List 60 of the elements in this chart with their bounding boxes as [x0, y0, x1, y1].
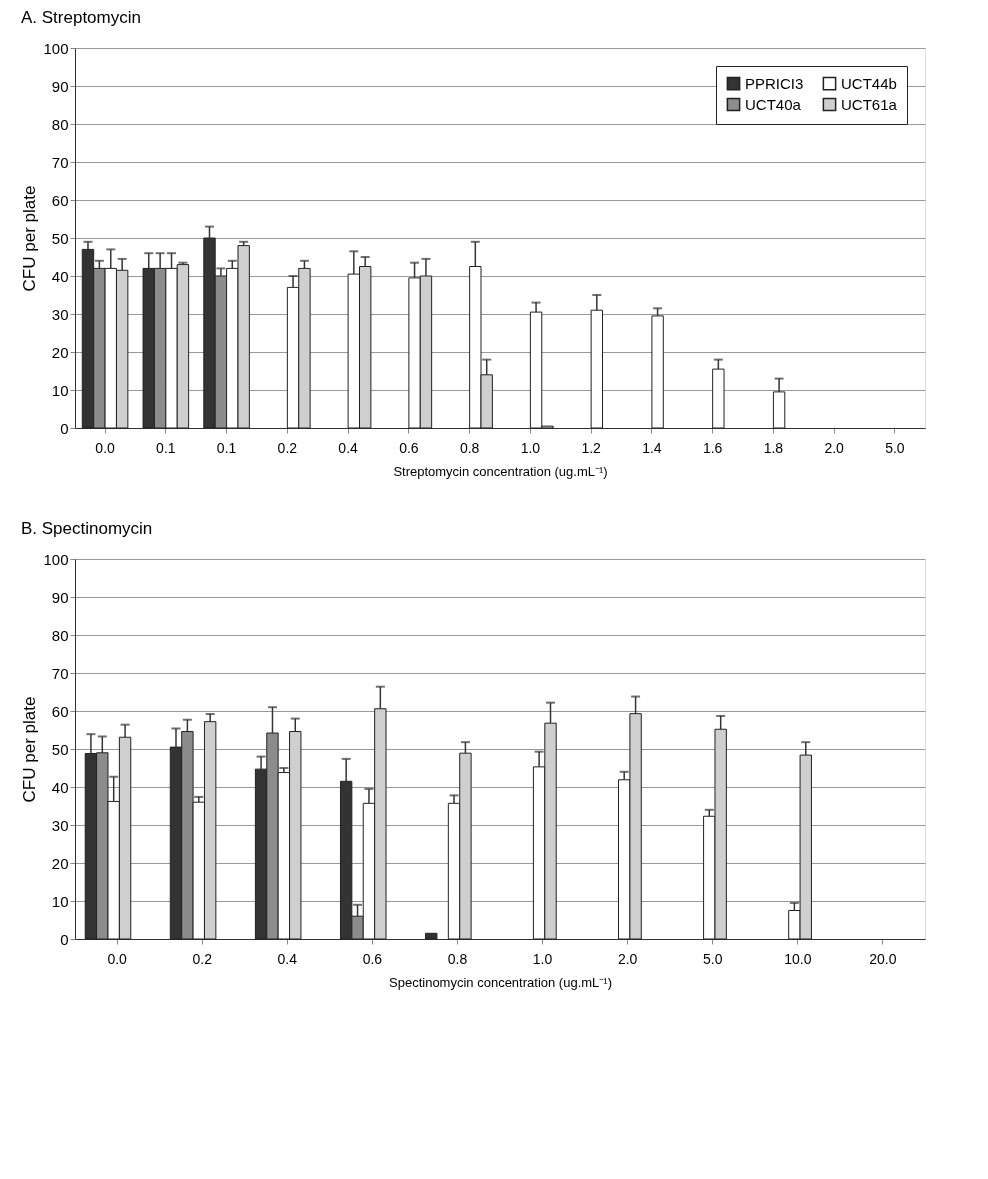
x-tick-label: 10.0	[784, 950, 812, 967]
y-axis-title: CFU per plate	[20, 696, 40, 803]
y-tick-label: 80	[51, 626, 69, 644]
x-tick-label: 0.1	[216, 439, 237, 456]
bar	[772, 391, 786, 429]
y-tick-label: 40	[51, 267, 69, 285]
x-tick-label: 0.0	[107, 950, 128, 967]
x-axis-title: Streptomycin concentration (ug.mL⁻¹)	[393, 463, 608, 479]
x-tick-label: 0.8	[447, 950, 468, 967]
y-tick-label: 20	[51, 343, 69, 361]
legend-label: UCT61a	[841, 95, 898, 113]
x-tick-label: 0.8	[459, 439, 480, 456]
x-tick-label: 20.0	[869, 950, 897, 967]
y-tick-label: 100	[43, 550, 69, 568]
legend-label: UCT40a	[745, 95, 802, 113]
x-axis-title: Spectinomycin concentration (ug.mL⁻¹)	[389, 974, 612, 990]
y-tick-label: 60	[51, 191, 69, 209]
x-tick-label: 0.4	[277, 950, 298, 967]
x-tick-label: 5.0	[702, 950, 723, 967]
bar	[651, 315, 664, 429]
x-tick-label: 0.6	[399, 439, 419, 456]
y-tick-label: 90	[51, 588, 69, 606]
x-tick-label: 0.4	[338, 439, 359, 456]
y-tick-label: 30	[51, 305, 69, 323]
x-tick-label: 1.0	[520, 439, 541, 456]
x-tick-label: 1.8	[763, 439, 784, 456]
y-tick-label: 70	[51, 664, 69, 682]
y-tick-label: 60	[51, 702, 69, 720]
y-axis-title: CFU per plate	[20, 185, 40, 292]
x-tick-label: 2.0	[824, 439, 845, 456]
x-tick-label: 1.4	[642, 439, 662, 456]
y-tick-label: 80	[51, 115, 69, 133]
x-tick-label: 0.0	[95, 439, 116, 456]
x-tick-label: 1.6	[702, 439, 723, 456]
y-tick-label: 20	[51, 854, 69, 872]
x-tick-label: 1.2	[581, 439, 602, 456]
y-tick-label: 0	[60, 419, 69, 437]
x-tick-label: 2.0	[617, 950, 638, 967]
y-tick-label: 10	[51, 892, 69, 910]
chart-title: B. Spectinomycin	[20, 519, 153, 538]
x-tick-label: 0.6	[362, 950, 383, 967]
y-tick-label: 90	[51, 77, 69, 95]
y-tick-label: 10	[51, 381, 69, 399]
legend-label: UCT44b	[841, 74, 897, 92]
x-tick-label: 0.1	[156, 439, 176, 456]
y-tick-label: 30	[51, 816, 69, 834]
bar	[590, 309, 604, 429]
chart-title: A. Streptomycin	[20, 8, 141, 27]
bar	[712, 368, 725, 429]
y-tick-label: 40	[51, 778, 69, 796]
y-tick-label: 50	[51, 740, 69, 758]
y-tick-label: 100	[43, 39, 69, 57]
x-tick-label: 0.2	[192, 950, 213, 967]
x-tick-label: 5.0	[885, 439, 905, 456]
x-tick-label: 1.0	[532, 950, 553, 967]
y-tick-label: 0	[60, 930, 69, 948]
y-tick-label: 70	[51, 153, 69, 171]
legend-label: PPRICI3	[745, 74, 804, 92]
y-tick-label: 50	[51, 229, 69, 247]
x-tick-label: 0.2	[277, 439, 298, 456]
